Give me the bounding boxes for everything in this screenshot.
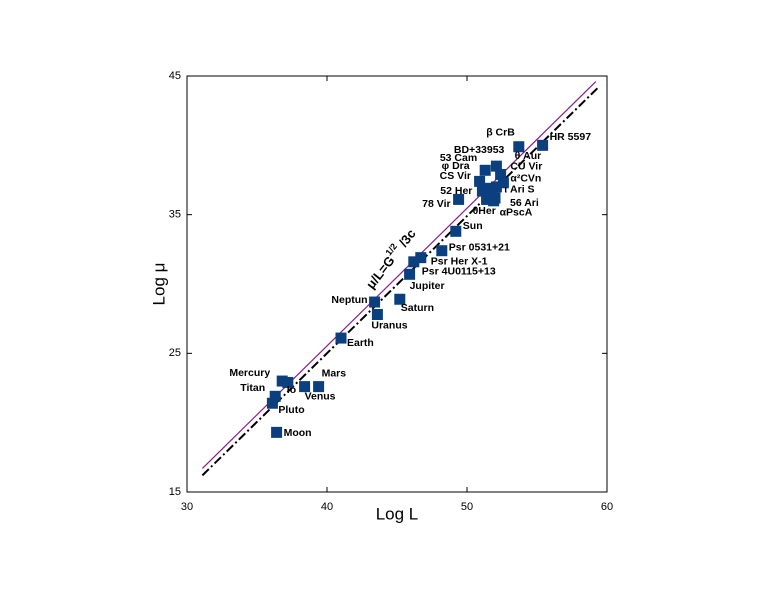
point [479, 164, 491, 176]
point-label: Psr Her X-1 [431, 255, 488, 267]
point-label: 53 Cam [440, 152, 477, 164]
point [282, 376, 294, 388]
point [513, 141, 525, 153]
point-label: ι Ari S [504, 183, 534, 195]
point [490, 181, 502, 193]
point-label: Mercury [229, 367, 270, 379]
y-tick-label: 25 [169, 347, 181, 359]
plot-frame [186, 75, 608, 493]
point-label: Neptun [331, 294, 367, 306]
point-label: Saturn [401, 302, 434, 314]
reference-line [201, 81, 597, 469]
point [369, 296, 381, 308]
point-label: Titan [240, 382, 265, 394]
point [269, 390, 281, 402]
point [474, 175, 486, 187]
point [486, 186, 498, 198]
point-label: Sun [463, 220, 483, 232]
point-label: αPscA [500, 207, 533, 219]
x-tick-label: 30 [181, 501, 193, 513]
point [450, 225, 462, 237]
point [394, 293, 406, 305]
y-tick-label: 35 [169, 209, 181, 221]
point-label: Psr 4U0115+13 [422, 266, 496, 278]
y-tick-label: 45 [169, 70, 181, 82]
point-label: Jupiter [410, 280, 445, 292]
point-label: Moon [284, 427, 312, 439]
point-label: Psr 0531+21 [449, 242, 510, 254]
point-label: 52 Her [440, 185, 472, 197]
point [415, 252, 427, 264]
point [476, 185, 488, 197]
point [313, 381, 325, 393]
y-tick-label: 15 [169, 486, 181, 498]
point-label: θHer [473, 205, 496, 217]
point-label: CU Vir [510, 161, 542, 173]
point-label: Earth [347, 337, 374, 349]
x-tick-label: 40 [321, 501, 333, 513]
point [436, 245, 448, 257]
point [335, 332, 347, 344]
point [404, 268, 416, 280]
point-label: α²CVn [510, 173, 541, 185]
annotation-text: μ/L=G [363, 253, 398, 292]
point [266, 397, 278, 409]
x-tick-label: 50 [461, 501, 473, 513]
point-label: θ Aur [515, 150, 542, 162]
point [371, 309, 383, 321]
point-label: HR 5597 [550, 131, 592, 143]
point-label: 78 Vir [422, 198, 450, 210]
point [488, 195, 500, 207]
y-axis-label: Log μ [149, 263, 168, 306]
x-axis-label: Log L [376, 504, 419, 523]
point [299, 381, 311, 393]
point [537, 139, 549, 151]
reference-line [201, 86, 600, 477]
point-label: BD+33953 [454, 144, 505, 156]
point-label: Uranus [371, 319, 407, 331]
point [497, 177, 509, 189]
point-label: Venus [305, 390, 336, 402]
point [490, 160, 502, 172]
point [408, 256, 420, 268]
point-label: φ Dra [442, 160, 470, 172]
point-label: Io [287, 384, 296, 396]
point [276, 375, 288, 387]
x-tick-label: 60 [601, 501, 613, 513]
point [453, 193, 465, 205]
point-label: β CrB [486, 127, 515, 139]
point-label: Mars [322, 367, 347, 379]
point [495, 168, 507, 180]
point [271, 426, 283, 438]
point-label: CS Vir [440, 170, 471, 182]
point-label: 56 Ari [510, 197, 539, 209]
point [481, 193, 493, 205]
point-label: Pluto [278, 404, 304, 416]
